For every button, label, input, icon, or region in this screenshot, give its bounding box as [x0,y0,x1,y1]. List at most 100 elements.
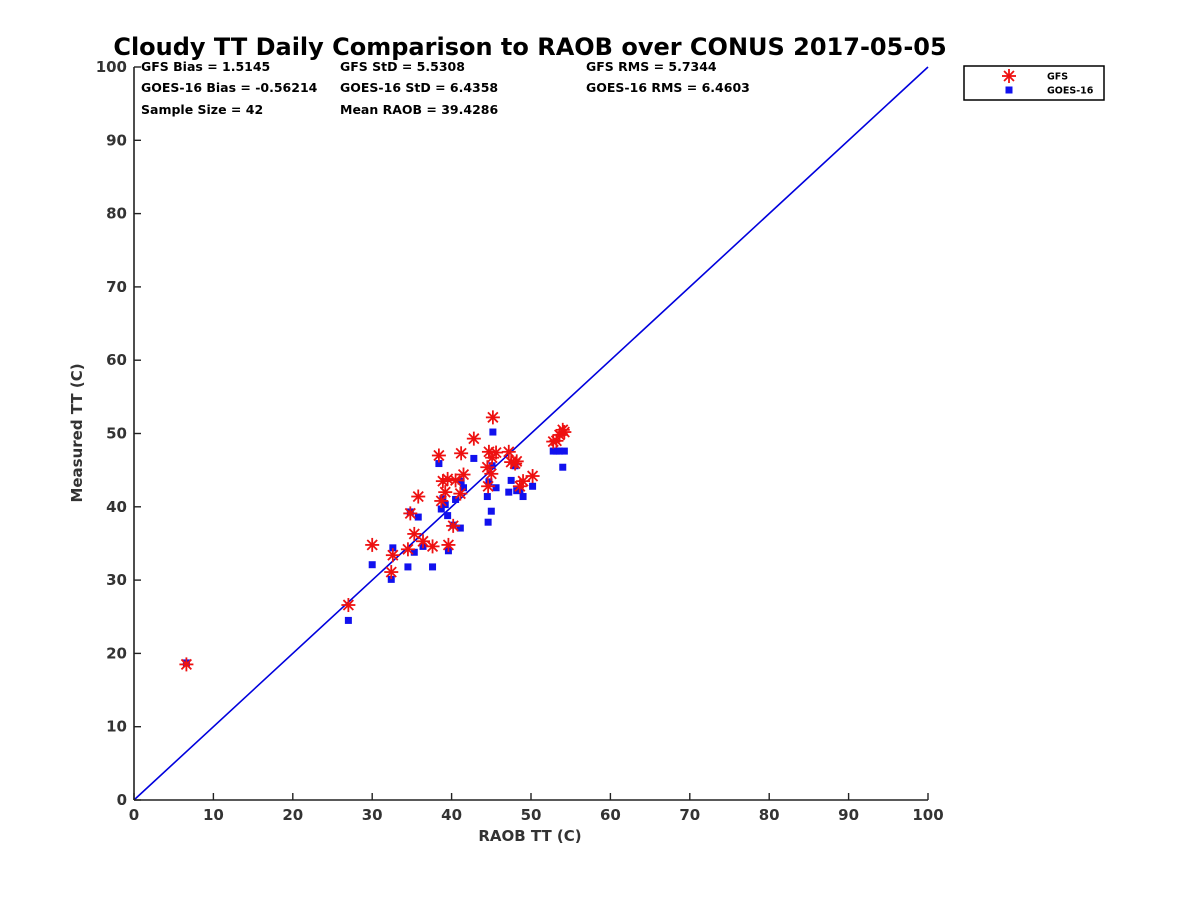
goes-16-point-40 [560,447,568,455]
x-tick-label-8: 80 [759,806,780,824]
gfs-point-19 [453,486,468,501]
gfs-point-3 [384,565,399,580]
goes-16-point-10 [429,563,437,571]
gfs-point-7 [407,526,422,541]
legend-items: GFS GOES-16 [1002,69,1094,97]
stat-r0-c0: GFS Bias = 1.5145 [141,59,270,74]
gfs-point-20 [454,446,469,461]
x-tick-label-2: 20 [282,806,303,824]
gfs-point-4 [385,548,400,563]
y-tick-label-7: 70 [106,278,127,296]
gfs-point-29 [489,445,504,460]
goes-16-point-28 [489,428,497,436]
stats-block: GFS Bias = 1.5145 GFS StD = 5.5308 GFS RMS… [141,59,750,117]
y-tick-label-6: 60 [106,351,127,369]
goes-16-point-26 [487,507,495,515]
goes-16-point-41 [519,493,527,501]
x-tick-label-7: 70 [679,806,700,824]
gfs-point-28 [485,410,500,425]
gfs-point-6 [403,506,418,521]
stat-r1-c2: GOES-16 RMS = 6.4603 [586,80,750,95]
goes-16-point-2 [368,561,376,569]
goes-16-point-31 [507,476,515,484]
gfs-point-1 [341,598,356,613]
x-tick-label-9: 90 [838,806,859,824]
gfs-point-2 [365,537,380,552]
goes-16-point-22 [470,454,478,462]
axes-layer: 0 10 20 30 40 50 60 70 80 90 100 0 10 20 30 40 50 60 70 80 9… [96,58,944,824]
legend-label-gfs: GFS [1047,72,1068,83]
gfs-point-26 [484,466,499,481]
stat-r1-c0: GOES-16 Bias = -0.56214 [141,80,318,95]
goes-16-point-5 [404,563,412,571]
x-axis-label: RAOB TT (C) [478,827,581,845]
goes-16-point-3 [387,575,395,583]
x-tick-label-3: 30 [362,806,383,824]
goes-16-point-4 [389,544,397,552]
y-tick-label-2: 20 [106,644,127,662]
stat-r1-c1: GOES-16 StD = 6.4358 [340,80,498,95]
gfs-point-10 [425,539,440,554]
gfs-point-0 [179,657,194,672]
one-to-one-line [133,66,929,801]
gfs-point-41 [516,474,531,489]
goes-16-point-27 [488,462,496,470]
goes-16-point-23 [483,493,491,501]
gfs-point-14 [438,485,453,500]
y-axis-label: Measured TT (C) [68,363,86,502]
y-tick-label-3: 30 [106,571,127,589]
x-tick-label-5: 50 [521,806,542,824]
goes-16-point-21 [460,484,468,492]
gfs-point-9 [416,534,431,549]
y-tick-label-0: 0 [117,791,127,809]
gfs-point-17 [446,518,461,533]
gfs-point-35 [525,469,540,484]
gfs-point-8 [411,489,426,504]
goes-16-point-19 [456,524,464,532]
y-tick-label-4: 40 [106,498,127,516]
y-tick-label-9: 90 [106,131,127,149]
gfs-point-24 [481,479,496,494]
stat-r2-c1: Mean RAOB = 39.4286 [340,102,498,117]
reference-line-layer [133,66,929,801]
gfs-point-5 [400,542,415,557]
y-tick-label-1: 10 [106,718,127,736]
gfs-point-40 [557,425,572,440]
gfs-point-33 [509,454,524,469]
x-tick-label-1: 10 [203,806,224,824]
legend-marker-gfs [1002,69,1016,83]
plot-area: 0 10 20 30 40 50 60 70 80 90 100 0 10 20 30 40 50 60 70 80 9… [96,58,944,824]
goes-16-point-29 [492,484,500,492]
gfs-point-30 [501,444,516,459]
goes-16-point-8 [414,513,422,521]
goes-16-point-7 [410,548,418,556]
goes-16-point-1 [344,616,352,624]
goes-16-point-24 [484,518,492,526]
gfs-point-21 [456,467,471,482]
x-tick-label-6: 60 [600,806,621,824]
stat-r0-c1: GFS StD = 5.5308 [340,59,465,74]
y-tick-label-10: 100 [96,58,127,76]
stat-r2-c0: Sample Size = 42 [141,102,263,117]
y-tick-label-5: 50 [106,425,127,443]
x-tick-label-0: 0 [129,806,139,824]
y-tick-label-8: 80 [106,205,127,223]
legend-label-goes-16: GOES-16 [1047,86,1094,97]
legend: GFS GOES-16 [963,65,1105,101]
goes-16-point-38 [556,447,564,455]
legend-box [963,65,1105,101]
goes-16-point-30 [505,488,513,496]
gfs-point-16 [441,537,456,552]
goes-16-point-15 [444,512,452,520]
goes-16-point-11 [435,460,443,468]
stat-r0-c2: GFS RMS = 5.7344 [586,59,717,74]
x-tick-label-10: 100 [912,806,943,824]
goes-16-point-39 [559,463,567,471]
x-tick-label-4: 40 [441,806,462,824]
goes-16-point-35 [529,482,537,490]
goes-16-point-18 [452,495,460,503]
chart-title: Cloudy TT Daily Comparison to RAOB over … [113,33,946,61]
points-layer [179,410,572,672]
